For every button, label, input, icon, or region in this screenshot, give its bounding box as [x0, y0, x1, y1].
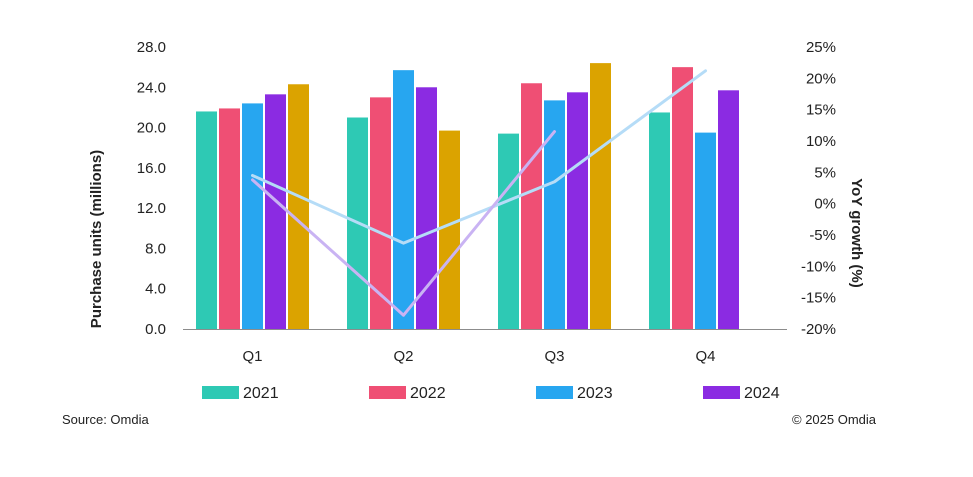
legend-label-2021: 2021 — [243, 385, 279, 402]
right-tick-label: 10% — [806, 133, 836, 150]
bar-2022-q2 — [370, 97, 391, 329]
bar-2021-q3 — [498, 133, 519, 329]
left-tick-label: 24.0 — [137, 79, 166, 96]
bar-2022-q1 — [219, 108, 240, 329]
bar-2022-q3 — [521, 83, 542, 329]
bar-series-5-q2 — [439, 130, 460, 329]
bar-2023-q2 — [393, 70, 414, 330]
legend-label-2022: 2022 — [410, 385, 446, 402]
legend-swatch-2022 — [369, 386, 406, 399]
bar-2023-q3 — [544, 100, 565, 329]
left-tick-label: 16.0 — [137, 160, 166, 177]
lines-layer — [251, 69, 707, 317]
legend-swatch-2023 — [536, 386, 573, 399]
bar-2021-q1 — [196, 111, 217, 329]
legend: 2021 2022 2023 2024 — [202, 385, 780, 402]
yoy-line-2 — [251, 130, 556, 317]
legend-label-2023: 2023 — [577, 385, 613, 402]
left-tick-label: 0.0 — [145, 321, 166, 338]
right-axis-title: YoY growth (%) — [848, 178, 865, 287]
bar-2021-q4 — [649, 112, 670, 329]
right-tick-label: -15% — [801, 290, 836, 307]
right-tick-label: 20% — [806, 70, 836, 87]
bar-2022-q4 — [672, 67, 693, 330]
bar-2024-q1 — [265, 94, 286, 329]
category-label-q2: Q2 — [393, 348, 413, 365]
copyright-note: © 2025 Omdia — [792, 412, 877, 427]
category-label-q1: Q1 — [242, 348, 262, 365]
yoy-line-1 — [251, 69, 707, 245]
left-axis-title: Purchase units (millions) — [88, 150, 105, 328]
left-tick-label: 28.0 — [137, 39, 166, 56]
bar-2023-q1 — [242, 103, 263, 330]
legend-label-2024: 2024 — [744, 385, 780, 402]
left-tick-label: 12.0 — [137, 200, 166, 217]
bar-2024-q4 — [718, 90, 739, 329]
bar-series-5-q3 — [590, 63, 611, 329]
left-tick-label: 4.0 — [145, 281, 166, 298]
source-note: Source: Omdia — [62, 412, 149, 427]
right-tick-label: 0% — [814, 196, 836, 213]
right-tick-label: 25% — [806, 39, 836, 56]
bar-2024-q3 — [567, 92, 588, 329]
left-axis-ticks: 0.0 4.0 8.0 12.0 16.0 20.0 24.0 28.0 — [137, 39, 166, 338]
legend-swatch-2024 — [703, 386, 740, 399]
category-label-q4: Q4 — [695, 348, 715, 365]
category-labels: Q1 Q2 Q3 Q4 — [242, 348, 715, 365]
bars-layer — [196, 63, 739, 330]
left-tick-label: 20.0 — [137, 120, 166, 137]
bar-2024-q2 — [416, 87, 437, 330]
bar-series-5-q1 — [288, 84, 309, 329]
category-label-q3: Q3 — [544, 348, 564, 365]
right-axis-ticks: -20% -15% -10% -5% 0% 5% 10% 15% 20% 25% — [801, 39, 836, 338]
left-tick-label: 8.0 — [145, 240, 166, 257]
right-tick-label: -20% — [801, 321, 836, 338]
legend-swatch-2021 — [202, 386, 239, 399]
right-tick-label: -5% — [809, 227, 836, 244]
bar-2023-q4 — [695, 132, 716, 329]
right-tick-label: -10% — [801, 258, 836, 275]
right-tick-label: 5% — [814, 164, 836, 181]
right-tick-label: 15% — [806, 102, 836, 119]
